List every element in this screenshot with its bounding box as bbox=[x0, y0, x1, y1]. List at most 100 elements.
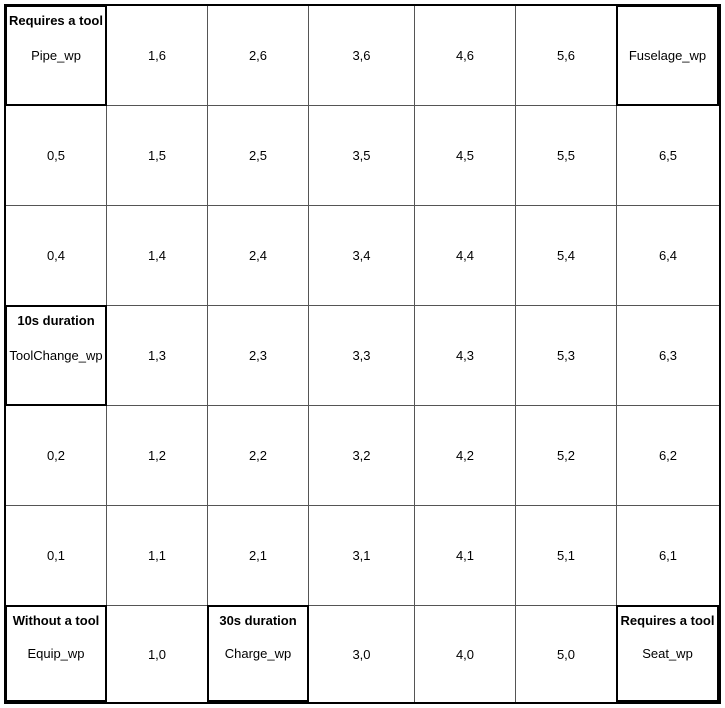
waypoint-label: Seat_wp bbox=[642, 646, 693, 661]
cell-coordinate: 5,2 bbox=[556, 448, 576, 463]
cell-coordinate: 2,3 bbox=[248, 348, 268, 363]
waypoint-grid: Requires a tool Pipe_wp 1,6 2,6 3,6 4,6 5,6 Fus… bbox=[4, 4, 721, 704]
cell-coordinate: 2,6 bbox=[248, 48, 268, 63]
cell-coordinate: 1,3 bbox=[147, 348, 167, 363]
cell-coordinate: 3,0 bbox=[352, 646, 371, 662]
grid-cell: 4,6 bbox=[415, 6, 516, 106]
waypoint-note: Requires a tool bbox=[620, 613, 715, 628]
grid-cell: 2,2 bbox=[208, 406, 309, 506]
waypoint-label: Fuselage_wp bbox=[628, 48, 707, 63]
cell-coordinate: 5,6 bbox=[556, 48, 576, 63]
waypoint-cell: Requires a tool Pipe_wp bbox=[5, 5, 107, 106]
cell-coordinate: 0,1 bbox=[46, 548, 66, 563]
cell-coordinate: 6,2 bbox=[658, 448, 678, 463]
cell-coordinate: 4,0 bbox=[455, 646, 475, 662]
grid-cell: 0,5 bbox=[6, 106, 107, 206]
waypoint-cell: Without a tool Equip_wp bbox=[5, 605, 107, 702]
cell-coordinate: 4,4 bbox=[455, 248, 475, 263]
cell-coordinate: 2,1 bbox=[248, 548, 268, 563]
grid-cell: 6,5 bbox=[617, 106, 719, 206]
waypoint-label: Equip_wp bbox=[27, 646, 85, 661]
cell-coordinate: 3,2 bbox=[352, 448, 371, 463]
cell-coordinate: 0,2 bbox=[46, 448, 66, 463]
cell-coordinate: 1,1 bbox=[147, 548, 167, 563]
grid-cell: 3,4 bbox=[309, 206, 415, 306]
cell-coordinate: 1,0 bbox=[147, 646, 167, 662]
cell-coordinate: 5,1 bbox=[556, 548, 576, 563]
grid-cell: 5,4 bbox=[516, 206, 617, 306]
grid-cell: 0,4 bbox=[6, 206, 107, 306]
cell-coordinate: 3,3 bbox=[352, 348, 371, 363]
grid-cell: 1,6 bbox=[107, 6, 208, 106]
grid-cell: 1,3 bbox=[107, 306, 208, 406]
grid-cell: 5,3 bbox=[516, 306, 617, 406]
cell-coordinate: 3,1 bbox=[352, 548, 371, 563]
cell-coordinate: 4,1 bbox=[455, 548, 475, 563]
grid-cell: 2,5 bbox=[208, 106, 309, 206]
grid-cell: 1,2 bbox=[107, 406, 208, 506]
cell-coordinate: 4,6 bbox=[455, 48, 475, 63]
waypoint-note: Without a tool bbox=[12, 613, 100, 628]
waypoint-label: Charge_wp bbox=[224, 646, 292, 661]
waypoint-cell: Fuselage_wp bbox=[616, 5, 719, 106]
grid-cell: 4,1 bbox=[415, 506, 516, 606]
cell-coordinate: 6,1 bbox=[658, 548, 678, 563]
grid-cell: 0,2 bbox=[6, 406, 107, 506]
cell-coordinate: 1,4 bbox=[147, 248, 167, 263]
cell-coordinate: 5,4 bbox=[556, 248, 576, 263]
grid-cell: 4,5 bbox=[415, 106, 516, 206]
waypoint-note: Requires a tool bbox=[9, 13, 103, 28]
cell-coordinate: 2,2 bbox=[248, 448, 268, 463]
cell-coordinate: 6,3 bbox=[658, 348, 678, 363]
cell-coordinate: 4,5 bbox=[455, 148, 475, 163]
grid-cell: 0,1 bbox=[6, 506, 107, 606]
waypoint-note: 10s duration bbox=[17, 313, 95, 328]
cell-coordinate: 3,4 bbox=[352, 248, 371, 263]
waypoint-label: ToolChange_wp bbox=[9, 348, 103, 363]
cell-coordinate: 2,4 bbox=[248, 248, 268, 263]
grid-cell: 3,6 bbox=[309, 6, 415, 106]
cell-coordinate: 2,5 bbox=[248, 148, 268, 163]
grid-cell: 3,3 bbox=[309, 306, 415, 406]
grid-cell: 4,3 bbox=[415, 306, 516, 406]
waypoint-label: Pipe_wp bbox=[31, 48, 81, 63]
waypoint-cell: 10s duration ToolChange_wp bbox=[5, 305, 107, 406]
cell-coordinate: 4,3 bbox=[455, 348, 475, 363]
cell-coordinate: 6,5 bbox=[658, 148, 678, 163]
waypoint-note: 30s duration bbox=[219, 613, 297, 628]
grid-cell: 6,4 bbox=[617, 206, 719, 306]
grid-cell: 1,5 bbox=[107, 106, 208, 206]
grid-cell: 2,4 bbox=[208, 206, 309, 306]
cell-coordinate: 1,5 bbox=[147, 148, 167, 163]
grid-cell: 2,3 bbox=[208, 306, 309, 406]
grid-cell: 4,2 bbox=[415, 406, 516, 506]
grid-cell: 2,6 bbox=[208, 6, 309, 106]
grid-cell: 1,4 bbox=[107, 206, 208, 306]
grid-cell: 1,0 bbox=[107, 606, 208, 702]
cell-coordinate: 4,2 bbox=[455, 448, 475, 463]
grid-cell: 3,1 bbox=[309, 506, 415, 606]
grid-cell: 5,0 bbox=[516, 606, 617, 702]
cell-coordinate: 6,4 bbox=[658, 248, 678, 263]
grid-cell: 3,5 bbox=[309, 106, 415, 206]
waypoint-cell: Requires a tool Seat_wp bbox=[616, 605, 719, 702]
grid-cell: 3,2 bbox=[309, 406, 415, 506]
waypoint-cell: 30s duration Charge_wp bbox=[207, 605, 309, 702]
grid-cell: 6,2 bbox=[617, 406, 719, 506]
grid-cell: 1,1 bbox=[107, 506, 208, 606]
cell-coordinate: 5,3 bbox=[556, 348, 576, 363]
cell-coordinate: 1,2 bbox=[147, 448, 167, 463]
grid-cell: 2,1 bbox=[208, 506, 309, 606]
cell-coordinate: 5,5 bbox=[556, 148, 576, 163]
cell-coordinate: 3,6 bbox=[352, 48, 371, 63]
cell-coordinate: 0,4 bbox=[46, 248, 66, 263]
grid-cell: 5,6 bbox=[516, 6, 617, 106]
grid-cell: 3,0 bbox=[309, 606, 415, 702]
cell-coordinate: 1,6 bbox=[147, 48, 167, 63]
grid-cell: 5,5 bbox=[516, 106, 617, 206]
cell-coordinate: 3,5 bbox=[352, 148, 371, 163]
cell-coordinate: 0,5 bbox=[46, 148, 66, 163]
grid-cell: 4,4 bbox=[415, 206, 516, 306]
grid-cell: 5,1 bbox=[516, 506, 617, 606]
grid-cell: 6,3 bbox=[617, 306, 719, 406]
